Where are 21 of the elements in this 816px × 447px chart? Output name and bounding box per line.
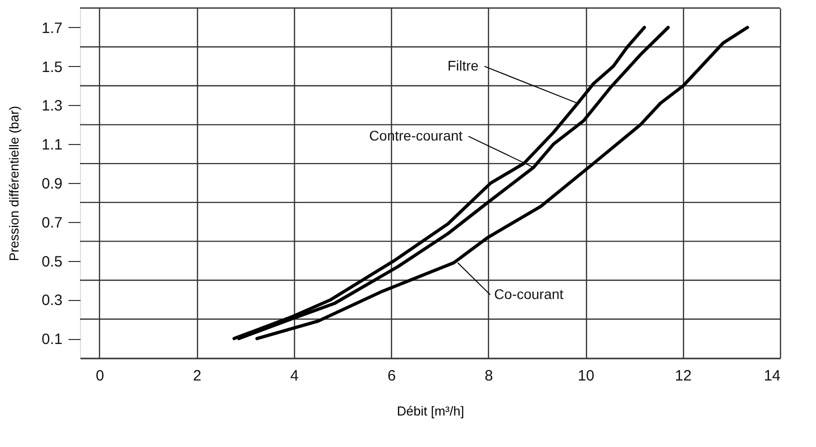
x-tick-label: 10 [578, 368, 594, 384]
y-tick-label: 1.5 [42, 58, 62, 76]
y-tick-label: 1.1 [42, 136, 62, 154]
y-tick-label: 0.7 [42, 214, 62, 232]
y-axis-title: Pression différentielle (bar) [6, 106, 22, 262]
y-tick-label: 1.7 [42, 20, 62, 37]
y-tick-label: 0.9 [42, 176, 62, 192]
annotation: Filtre [447, 57, 479, 74]
y-tick-label: 0.1 [42, 331, 62, 348]
x-tick-label: 4 [290, 368, 299, 384]
x-tick-label: 6 [387, 368, 396, 384]
y-tick-label: 1.3 [42, 98, 62, 115]
y-tick-label: 0.3 [42, 292, 62, 310]
x-tick-label: 12 [674, 368, 692, 384]
x-axis-title: Débit [m³/h] [396, 404, 464, 418]
x-tick-label: 2 [192, 368, 202, 384]
x-tick-label: 8 [484, 368, 494, 384]
y-tick-label: 0.5 [42, 253, 62, 270]
x-tick-label: 0 [96, 368, 104, 384]
x-tick-label: 14 [764, 368, 780, 384]
annotation: Co-courant [494, 286, 564, 302]
